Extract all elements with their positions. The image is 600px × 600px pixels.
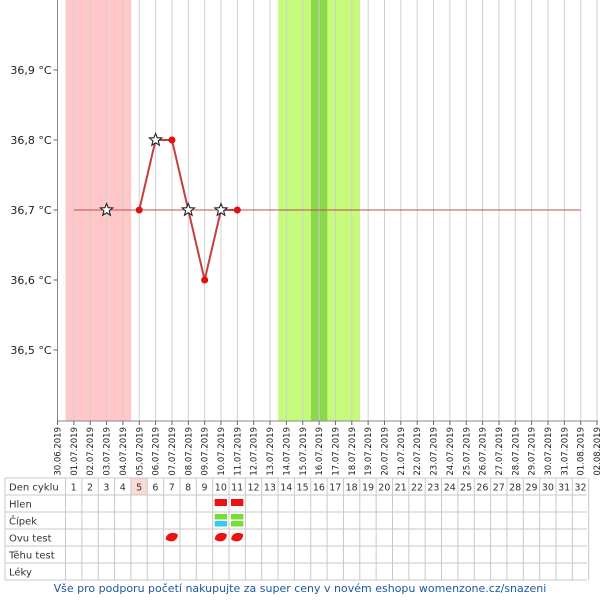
cycle-day-number: 18 (346, 483, 358, 494)
ovulation-test-mark (214, 532, 227, 542)
y-tick-label: 36,8 °C (10, 134, 51, 147)
x-tick-label: 18.07.2019 (348, 427, 358, 476)
star-marker (147, 131, 164, 147)
x-tick-label: 14.07.2019 (282, 427, 292, 476)
cycle-day-number: 7 (169, 483, 175, 494)
x-tick-label: 19.07.2019 (364, 427, 374, 476)
y-tick-label: 36,7 °C (10, 204, 51, 217)
cycle-day-number: 13 (264, 483, 276, 494)
footer-promo-link[interactable]: Vše pro podporu početí nakupujte za supe… (53, 582, 547, 595)
cycle-day-number: 20 (378, 483, 390, 494)
cervix-mark (214, 521, 227, 527)
cycle-day-number: 30 (542, 483, 554, 494)
cervix-mark (214, 514, 227, 520)
cycle-day-number: 12 (248, 483, 260, 494)
cycle-day-number: 21 (395, 483, 407, 494)
cycle-day-number: 14 (280, 483, 292, 494)
table-row-label: Hlen (9, 500, 32, 511)
x-tick-label: 26.07.2019 (479, 427, 489, 476)
x-tick-label: 10.07.2019 (217, 427, 227, 476)
x-tick-label: 27.07.2019 (495, 427, 505, 476)
cycle-day-number: 15 (297, 483, 309, 494)
x-tick-label: 01.08.2019 (577, 427, 587, 476)
cycle-day-number: 31 (558, 483, 570, 494)
table-row-label: Ovu test (9, 534, 52, 545)
x-tick-label: 03.07.2019 (103, 427, 113, 476)
temperature-point (233, 206, 241, 214)
x-tick-label: 17.07.2019 (331, 427, 341, 476)
cycle-day-number: 11 (231, 483, 243, 494)
x-tick-label: 28.07.2019 (511, 427, 521, 476)
table-row-label: Těhu test (8, 550, 55, 562)
cervix-mark (231, 521, 244, 527)
x-tick-label: 01.07.2019 (70, 427, 80, 476)
table-row-label: Čípek (9, 515, 37, 528)
temperature-point (201, 276, 209, 284)
cycle-day-number: 1 (71, 483, 77, 494)
cycle-day-number: 10 (215, 483, 227, 494)
cycle-day-number: 8 (185, 483, 191, 494)
x-tick-label: 30.06.2019 (54, 427, 64, 476)
x-tick-label: 30.07.2019 (544, 427, 554, 476)
x-tick-label: 15.07.2019 (299, 427, 309, 476)
x-tick-label: 02.07.2019 (86, 427, 96, 476)
cycle-day-number: 28 (509, 483, 521, 494)
mucus-mark (214, 499, 227, 506)
temperature-point (135, 206, 143, 214)
cycle-day-number: 17 (329, 483, 341, 494)
x-tick-label: 02.08.2019 (593, 427, 600, 476)
star-marker (213, 201, 229, 217)
cycle-day-number: 16 (313, 483, 325, 494)
cycle-day-number: 27 (493, 483, 505, 494)
x-tick-label: 07.07.2019 (168, 427, 178, 476)
highlight-day-cell (130, 478, 148, 495)
x-tick-label: 21.07.2019 (397, 427, 407, 476)
cycle-day-number: 2 (87, 483, 93, 494)
x-tick-label: 25.07.2019 (462, 427, 472, 476)
ovulation-test-mark (231, 532, 244, 542)
cycle-day-number: 5 (136, 483, 142, 494)
ovulation-test-mark (165, 532, 178, 542)
y-tick-label: 36,9 °C (10, 64, 51, 77)
x-tick-label: 20.07.2019 (381, 427, 391, 476)
cycle-day-number: 9 (201, 483, 207, 494)
cervix-mark (231, 514, 244, 520)
cycle-day-number: 24 (444, 483, 456, 494)
cycle-day-number: 26 (476, 483, 488, 494)
star-marker (98, 201, 115, 217)
cycle-day-number: 29 (525, 483, 537, 494)
table-row-label: Den cyklu (9, 483, 59, 494)
cycle-day-number: 23 (427, 483, 439, 494)
cycle-day-number: 3 (103, 483, 109, 494)
y-tick-label: 36,6 °C (10, 274, 51, 287)
cycle-day-number: 25 (460, 483, 472, 494)
temperature-point (168, 136, 176, 144)
x-tick-label: 29.07.2019 (528, 427, 538, 476)
cycle-day-number: 6 (152, 483, 158, 494)
cycle-day-number: 4 (120, 483, 126, 494)
cycle-table: Den cyklu Hlen Čípek Ovu test Těhu test Léky 1… (4, 477, 590, 581)
x-tick-label: 06.07.2019 (152, 427, 162, 476)
x-tick-label: 31.07.2019 (560, 427, 570, 476)
mucus-mark (231, 499, 244, 506)
x-tick-label: 22.07.2019 (413, 427, 423, 476)
x-tick-label: 16.07.2019 (315, 427, 325, 476)
cycle-day-number: 19 (362, 483, 374, 494)
star-marker (180, 201, 196, 217)
x-tick-label: 04.07.2019 (119, 427, 129, 476)
x-tick-label: 05.07.2019 (135, 427, 145, 476)
y-tick-label: 36,5 °C (10, 344, 51, 357)
x-tick-label: 13.07.2019 (266, 427, 276, 476)
x-tick-label: 12.07.2019 (250, 427, 260, 476)
cycle-day-number: 22 (411, 483, 423, 494)
x-tick-label: 23.07.2019 (430, 427, 440, 476)
x-tick-label: 08.07.2019 (184, 427, 194, 476)
x-tick-label: 11.07.2019 (233, 427, 243, 476)
cycle-day-number: 32 (575, 483, 587, 494)
x-tick-label: 09.07.2019 (201, 427, 211, 476)
x-tick-label: 24.07.2019 (446, 427, 456, 476)
table-row-label: Léky (9, 567, 32, 579)
